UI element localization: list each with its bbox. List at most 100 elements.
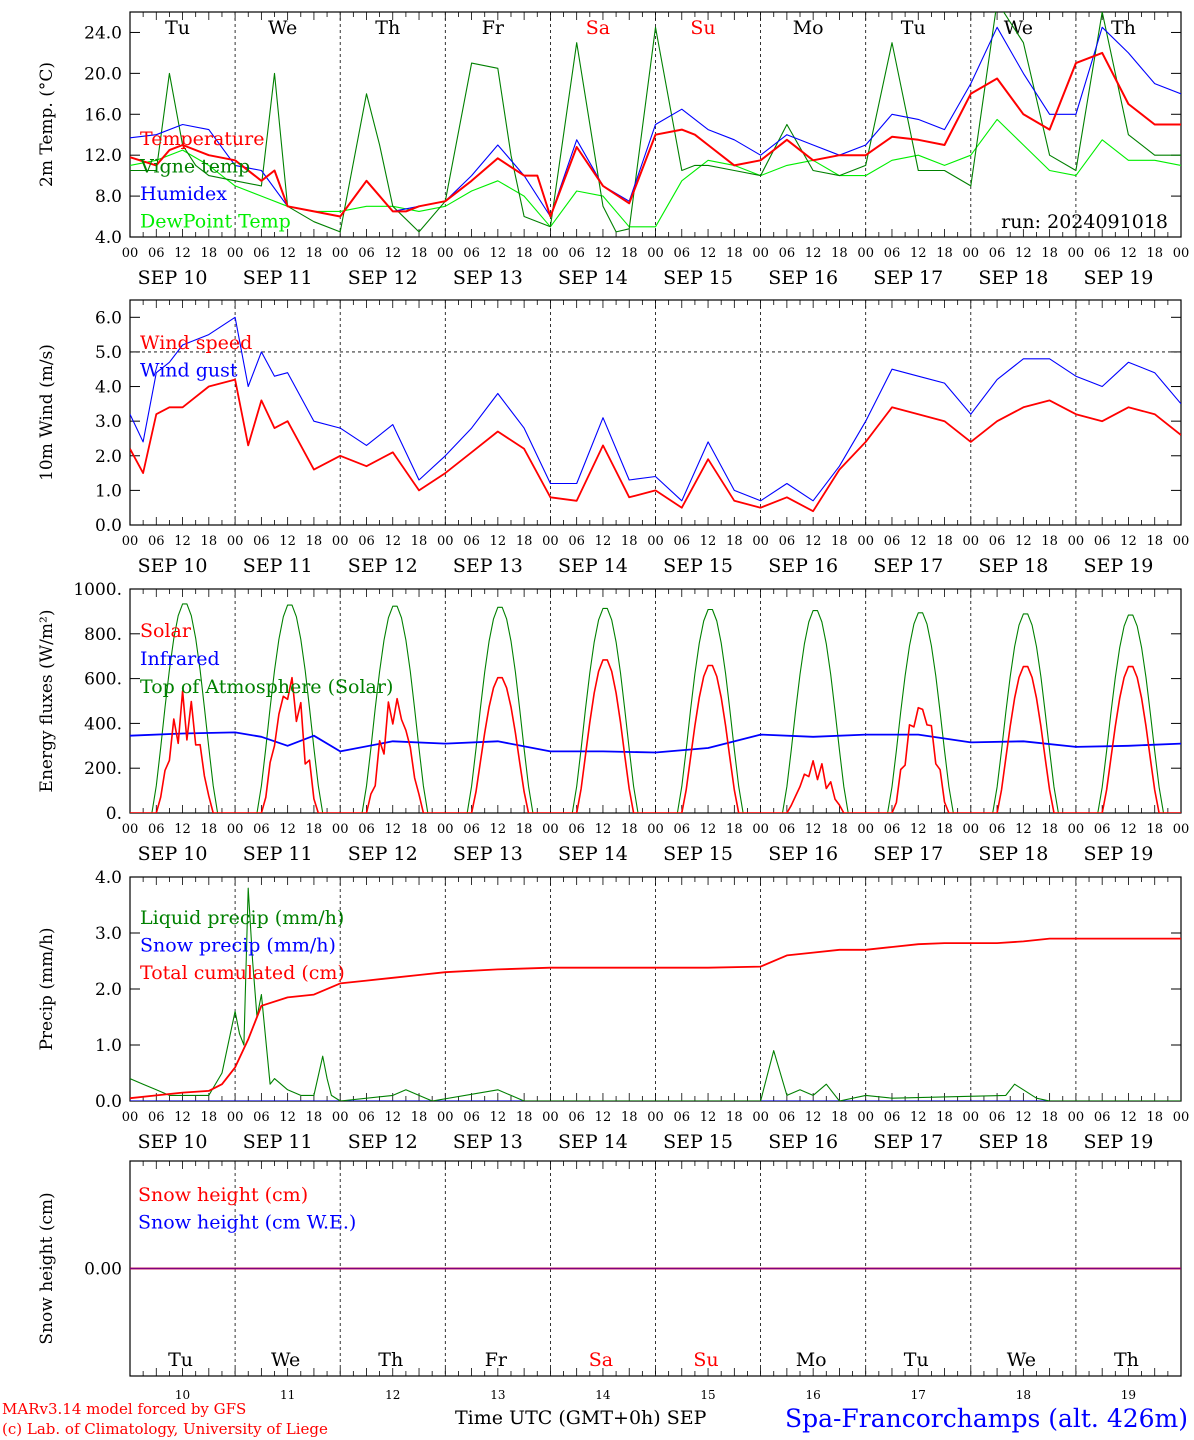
hour-tick-label: 00 — [542, 246, 559, 261]
hour-tick-label: 12 — [805, 534, 822, 549]
hour-tick-label: 18 — [201, 822, 218, 837]
hour-tick-label: 18 — [621, 534, 638, 549]
hour-tick-label: 12 — [1015, 534, 1032, 549]
date-label: SEP 15 — [663, 1131, 733, 1153]
hour-tick-label: 00 — [857, 822, 874, 837]
hour-tick-label: 00 — [1068, 1110, 1085, 1125]
y-tick-label: 400. — [84, 714, 122, 734]
y-axis-label: Precip (mm/h) — [37, 927, 57, 1050]
hour-tick-label: 06 — [989, 822, 1006, 837]
hour-tick-label: 12 — [279, 246, 296, 261]
date-label: SEP 17 — [873, 843, 943, 865]
date-label: SEP 13 — [453, 843, 523, 865]
hour-tick-label: 18 — [1146, 246, 1163, 261]
hour-tick-label: 06 — [989, 1110, 1006, 1125]
hour-tick-label: 00 — [122, 246, 139, 261]
panel-1: 4.0 8.0 12.0 16.0 20.0 24.0 2m Temp. (°C) Tu We T… — [37, 11, 1189, 289]
date-label: SEP 12 — [348, 267, 418, 289]
y-tick-label: 0.00 — [84, 1260, 122, 1280]
hour-tick-label: 18 — [1041, 246, 1058, 261]
y-tick-label: 16.0 — [84, 105, 122, 125]
hour-tick-label: 12 — [384, 822, 401, 837]
hour-tick-label: 18 — [411, 822, 428, 837]
series-line-wind-speed — [130, 378, 1181, 513]
hour-tick-label: 06 — [779, 1110, 796, 1125]
y-axis-label: Energy fluxes (W/m²) — [37, 610, 57, 793]
hour-tick-label: 12 — [1120, 1110, 1137, 1125]
hour-tick-label: 12 — [384, 246, 401, 261]
hour-tick-label: 06 — [148, 822, 165, 837]
hour-tick-label: 00 — [332, 822, 349, 837]
hour-tick-label: 06 — [884, 246, 901, 261]
date-label: SEP 13 — [453, 267, 523, 289]
legend-entry: Infrared — [140, 648, 220, 670]
hour-tick-label: 06 — [779, 822, 796, 837]
day-name: Tu — [165, 17, 190, 39]
hour-tick-label: 18 — [1041, 534, 1058, 549]
day-name: Su — [690, 17, 715, 39]
hour-tick-label: 12 — [279, 1110, 296, 1125]
day-name: Tu — [168, 1349, 193, 1371]
hour-tick-label: 18 — [726, 246, 743, 261]
date-label: SEP 10 — [138, 267, 208, 289]
hour-tick-label: 06 — [674, 1110, 691, 1125]
panel-2: 0.0 1.0 2.0 3.0 4.0 5.0 6.0 10m Wind (m/s) Wind … — [37, 299, 1189, 577]
hour-tick-label: 12 — [174, 1110, 191, 1125]
hour-tick-label: 18 — [516, 1110, 533, 1125]
hour-tick-label: 06 — [253, 1110, 270, 1125]
hour-tick-label: 12 — [174, 246, 191, 261]
date-label: SEP 14 — [558, 267, 628, 289]
hour-tick-label: 12 — [1015, 822, 1032, 837]
hour-tick-label: 12 — [910, 1110, 927, 1125]
y-tick-label: 0. — [106, 804, 122, 824]
hour-tick-label: 00 — [332, 1110, 349, 1125]
hour-tick-label: 00 — [332, 246, 349, 261]
hour-tick-label: 12 — [700, 1110, 717, 1125]
legend-entry: Snow precip (mm/h) — [140, 935, 336, 957]
hour-tick-label: 06 — [463, 822, 480, 837]
y-tick-label: 200. — [84, 759, 122, 779]
hour-tick-label: 00 — [647, 1110, 664, 1125]
y-tick-label: 1.0 — [95, 1036, 122, 1056]
hour-tick-label: 06 — [884, 1110, 901, 1125]
hour-tick-label: 06 — [358, 822, 375, 837]
date-label: SEP 10 — [138, 843, 208, 865]
hour-tick-label: 06 — [253, 246, 270, 261]
hour-tick-label: 00 — [647, 822, 664, 837]
hour-tick-label: 06 — [148, 534, 165, 549]
hour-tick-label: 18 — [621, 246, 638, 261]
date-label: SEP 14 — [558, 843, 628, 865]
hour-tick-label: 06 — [568, 534, 585, 549]
hour-tick-label: 12 — [805, 822, 822, 837]
series-line-infrared — [130, 731, 1181, 754]
hour-tick-label: 06 — [779, 534, 796, 549]
date-label: SEP 16 — [768, 555, 838, 577]
date-label: SEP 18 — [978, 555, 1048, 577]
hour-tick-label: 12 — [595, 822, 612, 837]
date-label: SEP 19 — [1084, 555, 1154, 577]
day-name: Th — [1114, 1349, 1139, 1371]
hour-tick-label: 12 — [805, 1110, 822, 1125]
day-name: Mo — [793, 17, 824, 39]
hour-tick-label: 18 — [831, 246, 848, 261]
y-tick-label: 5.0 — [95, 343, 122, 363]
hour-tick-label: 18 — [831, 1110, 848, 1125]
hour-tick-label: 12 — [174, 822, 191, 837]
hour-tick-label: 18 — [621, 822, 638, 837]
hour-tick-label: 18 — [621, 1110, 638, 1125]
hour-tick-label: 00 — [227, 822, 244, 837]
hour-tick-label: 12 — [1120, 822, 1137, 837]
hour-tick-label: 06 — [568, 1110, 585, 1125]
hour-tick-label: 12 — [1015, 1110, 1032, 1125]
panel-3: 0. 200. 400. 600. 800. 1000. Energy fluxes (W/… — [37, 580, 1189, 865]
hour-tick-label: 12 — [805, 246, 822, 261]
date-label: SEP 15 — [663, 267, 733, 289]
hour-tick-label: 00 — [752, 822, 769, 837]
hour-tick-label: 00 — [857, 1110, 874, 1125]
hour-tick-label: 06 — [1094, 1110, 1111, 1125]
y-tick-label: 4.0 — [95, 228, 122, 248]
hour-tick-label: 06 — [463, 534, 480, 549]
hour-tick-label: 00 — [227, 534, 244, 549]
legend-entry: Wind speed — [140, 332, 252, 354]
hour-tick-label: 00 — [227, 246, 244, 261]
